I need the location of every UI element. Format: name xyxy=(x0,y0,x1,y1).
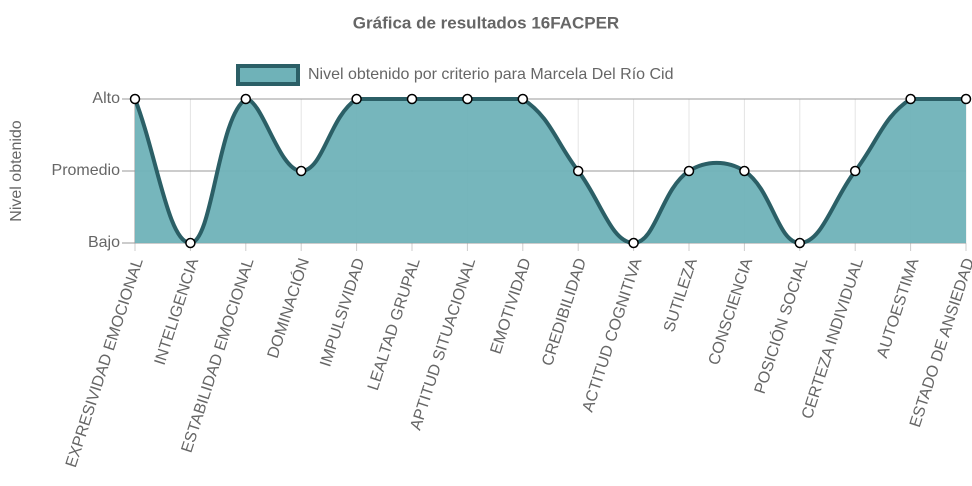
point xyxy=(129,93,141,105)
x-tick-label: ESTADO DE ANSIEDAD xyxy=(907,256,972,429)
area xyxy=(135,99,966,243)
point xyxy=(628,237,639,249)
x-tick-label: INTELIGENCIA xyxy=(152,256,203,367)
point xyxy=(960,93,972,105)
x-tick-label: AUTOESTIMA xyxy=(874,256,922,360)
x-tick-label: IMPULSIVIDAD xyxy=(317,256,368,369)
point xyxy=(185,237,196,249)
x-tick-label: APTITUD SITUACIONAL xyxy=(408,256,480,432)
point xyxy=(462,93,473,105)
point xyxy=(794,237,806,249)
chart-title: Gráfica de resultados 16FACPER xyxy=(353,13,619,32)
point xyxy=(351,93,362,105)
x-tick-label: EMOTIVIDAD xyxy=(488,256,535,356)
x-tick-label: SUTILEZA xyxy=(661,256,701,334)
x-tick-label: DOMINACIÓN xyxy=(263,256,313,361)
x-tick-label: POSICIÓN SOCIAL xyxy=(750,256,812,396)
x-tick-label: CREDIBILIDAD xyxy=(539,256,590,368)
legend-swatch xyxy=(236,64,300,86)
point xyxy=(572,165,584,177)
x-tick-label: CONSCIENCIA xyxy=(706,256,757,367)
point xyxy=(849,165,861,177)
y-tick-label: Alto xyxy=(92,90,120,107)
point xyxy=(739,165,750,177)
x-tick-label: LEALTAD GRUPAL xyxy=(365,256,424,392)
point xyxy=(240,93,252,105)
point xyxy=(683,165,695,177)
x-tick-label: EXPRESIVIDAD EMOCIONAL xyxy=(63,256,147,469)
point xyxy=(295,165,307,177)
y-axis-title: Nivel obtenido xyxy=(8,120,25,222)
point xyxy=(406,93,418,105)
y-tick-label: Promedio xyxy=(52,162,121,179)
y-tick-label: Bajo xyxy=(88,234,120,251)
legend-label: Nivel obtenido por criterio para Marcela… xyxy=(308,66,674,83)
point xyxy=(905,93,916,105)
x-tick-label: CERTEZA INDIVIDUAL xyxy=(799,256,867,421)
point xyxy=(517,93,529,105)
x-tick-label: ACTITUD COGNITIVA xyxy=(580,256,646,414)
